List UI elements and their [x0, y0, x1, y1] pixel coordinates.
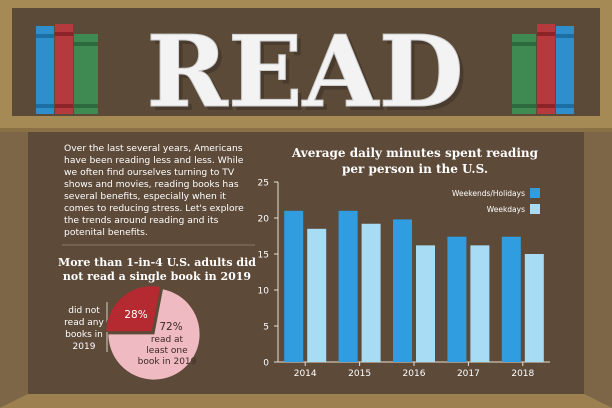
bar-weekends: [447, 236, 467, 362]
pie-left-label-line: did not: [68, 306, 100, 316]
pie-title-line: not read a single book in 2019: [63, 270, 251, 283]
intro-paragraph: Over the last several years, Americans h…: [64, 143, 244, 238]
intro-line: Over the last several years, Americans: [64, 143, 243, 154]
y-tick-label: 20: [258, 215, 270, 225]
bar-weekdays: [524, 254, 544, 362]
intro-line: several benefits, especially when it: [64, 191, 226, 202]
y-tick-label: 0: [263, 359, 269, 369]
pie-value-label: 28%: [124, 309, 147, 321]
legend-swatch: [530, 204, 540, 214]
bar-weekdays: [416, 245, 435, 362]
bar-chart-title-line: Average daily minutes spent reading: [291, 146, 539, 160]
bar-weekdays: [307, 228, 327, 362]
bottom-shelf-edge: [0, 394, 612, 408]
pie-left-label-line: read any: [64, 318, 104, 328]
shelf-plank-shadow: [0, 128, 612, 132]
bar-weekdays: [361, 223, 381, 362]
page-title: READ: [146, 15, 463, 130]
pie-slice-did-not-read: [105, 285, 162, 333]
pie-right-label-line: read at: [151, 335, 184, 345]
pie-slice-read: [107, 288, 201, 381]
left-side-panel: [0, 132, 28, 408]
right-side-panel: [584, 132, 612, 408]
intro-line: the trends around reading and its: [64, 215, 219, 226]
bar-weekdays: [470, 245, 490, 362]
intro-line: we often find ourselves turning to TV: [64, 167, 235, 178]
x-tick-label: 2014: [294, 369, 317, 379]
pie-left-label-line: books in: [65, 330, 103, 340]
pie-chart: 28% 72%: [105, 285, 201, 381]
legend-label: Weekends/Holidays: [452, 189, 525, 198]
intro-line: have been reading less and less. While: [64, 155, 244, 166]
bar-weekends: [284, 210, 304, 362]
bar-weekends: [501, 236, 521, 362]
legend-label: Weekdays: [487, 205, 525, 214]
x-tick-label: 2015: [348, 369, 371, 379]
x-tick-label: 2018: [511, 369, 534, 379]
shelf-plank: [0, 116, 612, 130]
title-shadow: READ: [150, 19, 467, 134]
legend-swatch: [530, 188, 540, 198]
left-books-icon: [36, 24, 98, 114]
right-books-icon: [512, 24, 574, 114]
pie-right-label-line: book in 2019: [138, 357, 197, 367]
y-tick-label: 5: [263, 323, 269, 333]
intro-line: potenital benefits.: [64, 227, 148, 238]
bar-chart-title-line: per person in the U.S.: [342, 162, 488, 176]
pie-left-label-line: 2019: [73, 342, 96, 352]
pie-right-label-line: least one: [146, 346, 188, 356]
bar-weekends: [393, 219, 412, 362]
bar-chart: 0 5 10 15 20 25 2014 2015 2016 2017 2018 Weekends/H…: [258, 179, 550, 379]
x-tick-label: 2016: [403, 369, 426, 379]
bar-weekends: [338, 210, 358, 362]
y-tick-label: 25: [258, 179, 269, 189]
top-shelf-back: [12, 8, 600, 116]
intro-line: comes to reducing stress. Let's explore: [64, 203, 244, 214]
pie-value-label: 72%: [159, 321, 182, 333]
y-tick-label: 10: [258, 287, 270, 297]
pie-title-line: More than 1-in-4 U.S. adults did: [58, 256, 256, 269]
x-tick-label: 2017: [457, 369, 480, 379]
intro-line: shows and movies, reading books has: [64, 179, 239, 190]
y-tick-label: 15: [258, 251, 269, 261]
